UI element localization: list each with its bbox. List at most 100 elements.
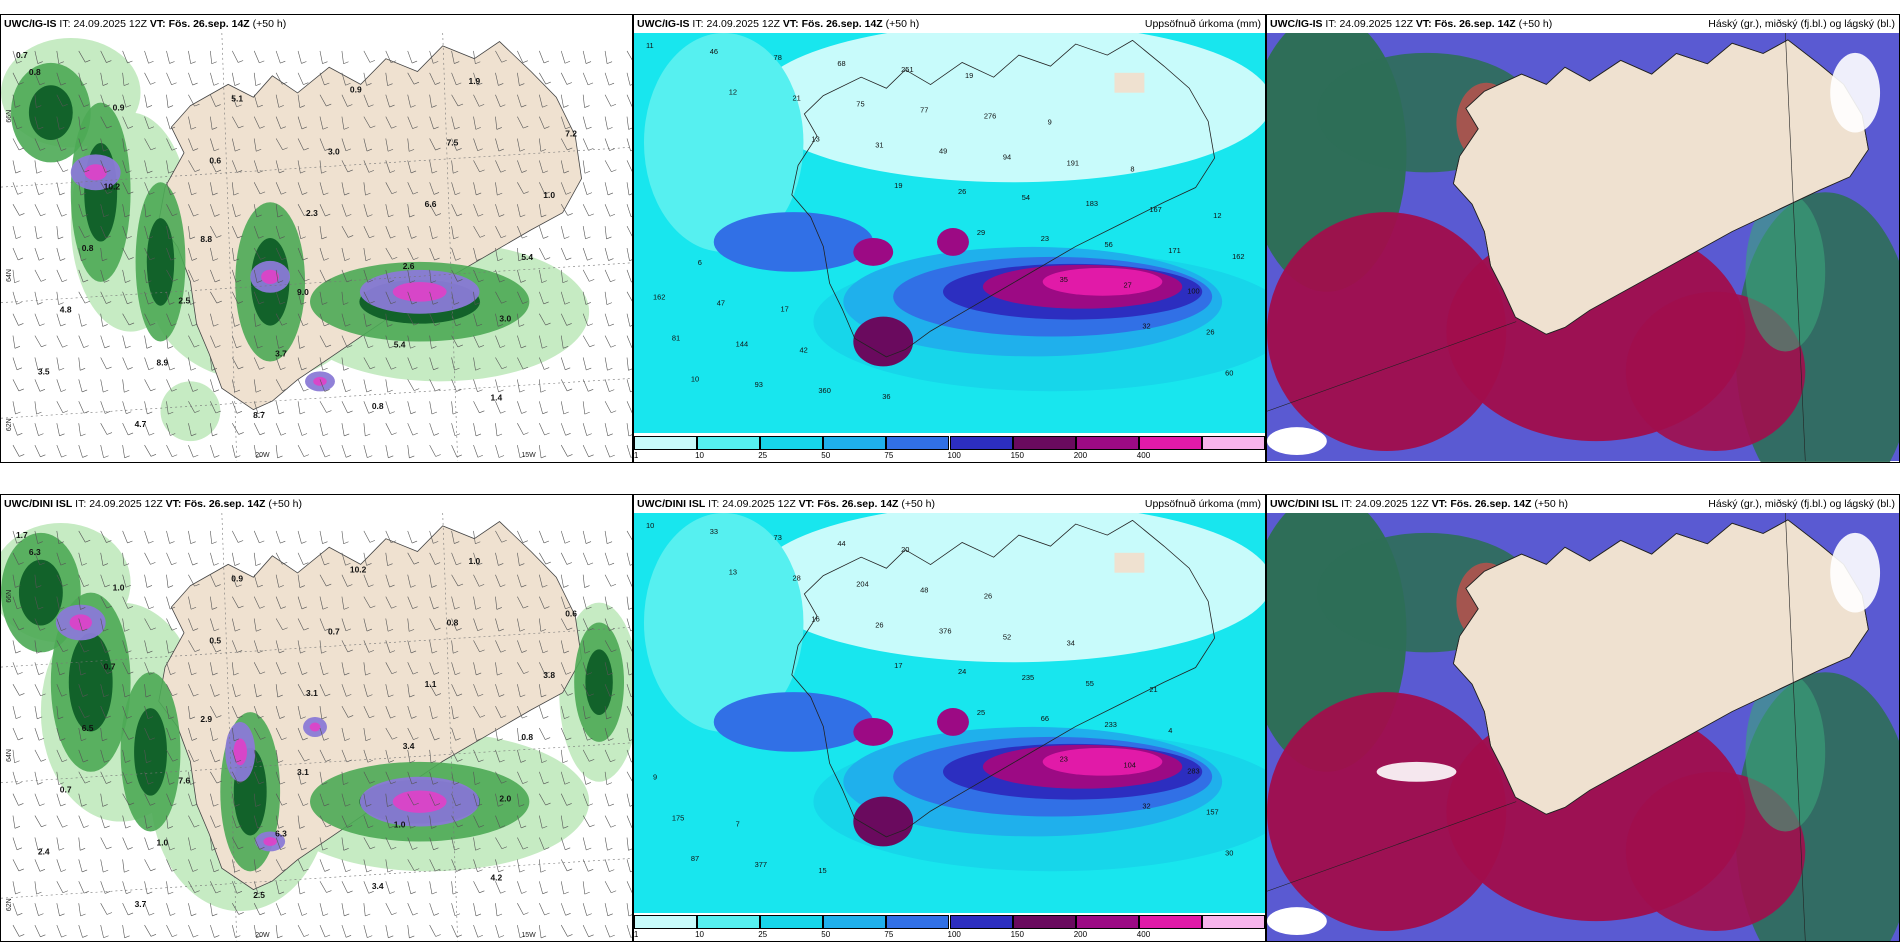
wind-barb-flag <box>563 346 569 349</box>
precip-amount-label: 233 <box>1105 720 1117 729</box>
wind-barb-flag <box>279 170 285 174</box>
wind-barb <box>231 269 237 283</box>
wind-barb-flag <box>369 235 375 239</box>
wind-barb <box>473 138 478 151</box>
wind-barb <box>297 618 305 631</box>
wind-barb <box>407 50 413 64</box>
wind-barb <box>539 903 545 916</box>
wind-barb-flag <box>365 672 371 676</box>
wind-barb <box>319 574 327 587</box>
wind-barb-flag <box>433 847 439 851</box>
wind-barb <box>78 379 83 393</box>
wind-barb-flag <box>566 82 573 85</box>
colorbar-tick-label: 100 <box>947 451 961 460</box>
wind-barb <box>275 138 283 150</box>
wind-barb <box>100 815 105 829</box>
wind-barb-flag <box>17 737 24 741</box>
wind-barb-flag <box>81 83 87 86</box>
wind-barb-flag <box>282 868 288 872</box>
wind-barb <box>341 771 344 785</box>
wind-barb-flag <box>542 345 548 349</box>
wind-barb-flag <box>145 214 152 218</box>
wind-barb <box>495 640 501 653</box>
wind-barb <box>144 182 150 195</box>
wind-barb <box>429 204 437 216</box>
wind-barb <box>495 423 498 437</box>
wind-barb <box>34 444 41 457</box>
wind-barb-flag <box>147 716 154 719</box>
wind-barb <box>626 640 632 652</box>
wind-barb-flag <box>124 455 130 459</box>
wind-barb <box>56 379 62 392</box>
wind-barb <box>429 552 436 565</box>
wind-barb-flag <box>478 759 484 763</box>
wind-barb <box>78 903 81 917</box>
precip-amount-label: 77 <box>920 106 928 115</box>
wind-barb-flag <box>497 672 503 676</box>
wind-barb-flag <box>83 890 90 894</box>
wind-barb-flag <box>212 258 219 261</box>
wind-barb-flag <box>366 148 373 152</box>
wind-barb-flag <box>370 605 376 609</box>
it-label: IT: <box>59 18 71 30</box>
wind-barb-flag <box>521 170 527 173</box>
wind-barb-flag <box>106 912 113 915</box>
wind-barb <box>319 749 326 762</box>
wind-barb <box>582 837 587 851</box>
wind-barb <box>56 313 61 327</box>
wind-barb-flag <box>388 694 394 698</box>
wind-barb <box>495 705 502 718</box>
wind-barb-flag <box>36 105 42 108</box>
wind-barb-flag <box>299 585 305 588</box>
wind-zone-strong <box>68 632 113 732</box>
wind-barb <box>319 423 324 436</box>
wind-barb <box>517 445 521 458</box>
wind-barb <box>122 226 128 239</box>
wind-barb <box>166 423 171 436</box>
wind-barb-flag <box>41 344 47 348</box>
iceland-coastline <box>1452 519 1869 815</box>
wind-barb-flag <box>301 541 307 544</box>
wind-barb <box>188 749 195 762</box>
wind-barb <box>122 379 125 393</box>
wind-barb-flag <box>148 367 154 371</box>
wind-barb <box>407 445 410 458</box>
wind-barb-flag <box>390 781 396 785</box>
wind-barb-flag <box>191 192 197 196</box>
wind-barb <box>582 204 590 216</box>
precip-amount-label: 183 <box>1086 199 1098 208</box>
wind-barb-flag <box>36 650 42 654</box>
wind-barb-flag <box>59 913 65 917</box>
wind-barb-flag <box>104 891 111 894</box>
wind-barb-flag <box>411 301 417 305</box>
wind-barb <box>539 94 543 108</box>
wind-barb-flag <box>321 236 327 240</box>
wind-barb <box>12 881 16 895</box>
wind-barb <box>363 924 368 938</box>
wind-barb-flag <box>279 650 285 654</box>
wind-barb-flag <box>566 737 572 741</box>
wind-barb-flag <box>213 83 219 86</box>
wind-barb-flag <box>147 170 153 174</box>
wind-barb <box>34 815 42 827</box>
wind-speed-label: 3.1 <box>297 767 309 777</box>
wind-barb-flag <box>520 280 526 283</box>
wind-barb-flag <box>211 61 217 65</box>
wind-barb <box>473 313 478 327</box>
wind-barb-flag <box>146 826 152 829</box>
wind-barb-flag <box>255 869 262 873</box>
wind-barb-flag <box>58 61 64 64</box>
wind-barb-flag <box>456 213 463 217</box>
wind-barb <box>451 771 455 785</box>
wind-barb <box>12 618 20 631</box>
wind-barb-flag <box>169 367 175 371</box>
wind-barb-flag <box>192 389 198 392</box>
wind-speed-label: 3.0 <box>499 314 511 324</box>
wind-barb-flag <box>150 454 157 457</box>
wind-barb <box>560 401 565 415</box>
precip-amount-label: 104 <box>1123 761 1135 770</box>
wind-barb <box>363 160 370 173</box>
wind-barb-flag <box>565 672 572 675</box>
wind-barb-flag <box>542 650 548 654</box>
wind-barb <box>319 247 325 261</box>
